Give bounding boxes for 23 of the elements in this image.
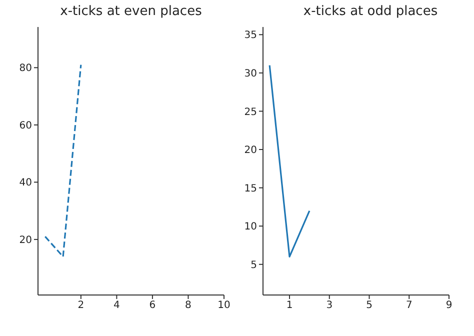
y-tick-label: 10 [244, 222, 257, 233]
y-tick-label: 40 [19, 178, 32, 189]
x-tick-label: 3 [326, 300, 333, 312]
x-tick-label: 8 [185, 300, 192, 312]
y-tick-label: 15 [244, 183, 257, 194]
x-tick-label: 10 [218, 300, 230, 312]
x-tick-label: 4 [114, 300, 120, 312]
y-tick-label: 35 [244, 30, 257, 42]
x-tick-label: 1 [286, 300, 293, 312]
y-tick-label: 30 [244, 68, 257, 80]
chart-title: x-ticks at even places [59, 4, 203, 19]
x-tick-label: 5 [366, 300, 372, 312]
x-tick-label: 7 [406, 300, 412, 312]
chart-title: x-ticks at odd places [302, 4, 439, 19]
y-tick-label: 20 [244, 145, 257, 156]
y-tick-label: 80 [19, 63, 32, 74]
y-tick-label: 60 [19, 120, 32, 132]
x-tick-label: 9 [446, 300, 452, 312]
y-tick-label: 5 [250, 260, 257, 271]
x-tick-label: 2 [78, 300, 84, 312]
y-tick-label: 25 [244, 106, 257, 118]
y-tick-label: 20 [19, 235, 32, 246]
x-tick-label: 6 [149, 300, 156, 312]
